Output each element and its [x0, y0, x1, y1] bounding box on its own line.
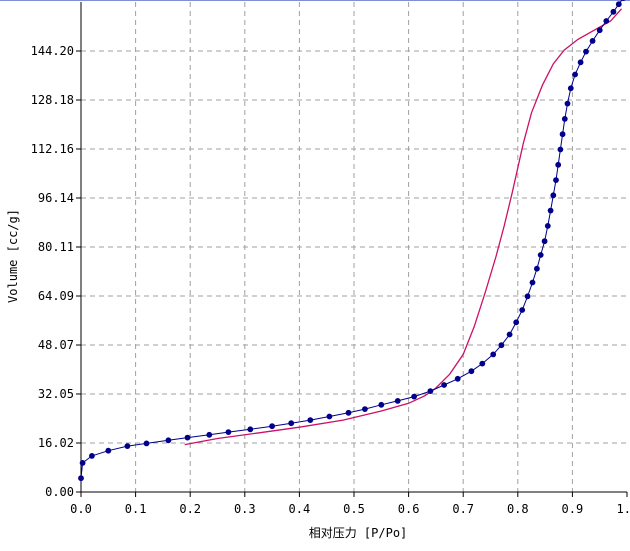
series-line-desorption: [184, 8, 622, 446]
y-tick-label: 48.07: [38, 338, 74, 352]
data-point-adsorption: [603, 18, 610, 24]
data-point-adsorption: [547, 207, 554, 214]
x-tick-label: 0.9: [562, 502, 584, 516]
data-point-adsorption: [537, 252, 544, 258]
x-tick-label: 0.6: [398, 502, 420, 516]
data-point-adsorption: [441, 382, 447, 388]
data-point-adsorption: [288, 420, 295, 427]
series-layer: [78, 0, 626, 482]
data-point-adsorption: [454, 375, 461, 382]
data-point-adsorption: [378, 401, 385, 408]
y-tick-label: 144.20: [31, 44, 74, 58]
x-tick-label: 0.8: [507, 502, 529, 516]
data-point-adsorption: [326, 413, 333, 420]
data-point-adsorption: [553, 177, 559, 184]
data-point-adsorption: [78, 475, 84, 482]
y-tick-label: 80.11: [38, 240, 74, 254]
data-point-adsorption: [498, 342, 505, 349]
y-tick-label: 64.09: [38, 289, 74, 303]
data-point-adsorption: [124, 443, 131, 449]
y-tick-label: 16.02: [38, 436, 74, 450]
data-point-adsorption: [564, 100, 571, 107]
data-point-adsorption: [394, 398, 401, 404]
x-tick-label: 0.7: [452, 502, 474, 516]
data-point-adsorption: [206, 431, 213, 438]
data-point-adsorption: [544, 223, 551, 229]
data-point-adsorption: [225, 429, 232, 435]
y-axis-label: Volume [cc/g]: [6, 209, 20, 303]
data-point-adsorption: [79, 460, 86, 466]
data-point-adsorption: [247, 426, 254, 433]
y-tick-label: 96.14: [38, 191, 74, 205]
data-point-adsorption: [165, 437, 172, 444]
data-point-adsorption: [269, 423, 275, 430]
data-point-adsorption: [577, 59, 584, 66]
x-axis-ticks: 0.0 0.1 0.2 0.3 0.4 0.5 0.6 0.7 0.8 0.9 1.: [70, 492, 630, 516]
grid-lines: [81, 2, 627, 492]
x-tick-label: 0.5: [343, 502, 365, 516]
data-point-adsorption: [615, 1, 622, 8]
data-point-adsorption: [519, 307, 526, 313]
data-point-adsorption: [362, 406, 368, 412]
data-point-adsorption: [427, 388, 434, 394]
data-point-adsorption: [89, 453, 95, 459]
data-point-adsorption: [105, 447, 112, 454]
data-point-adsorption: [468, 368, 475, 375]
x-tick-label: 0.3: [234, 502, 256, 516]
data-point-adsorption: [307, 417, 314, 423]
y-tick-label: 128.18: [31, 93, 74, 107]
series-adsorption: [78, 0, 626, 482]
y-axis-ticks: 0.00 16.02 32.05 48.07 64.09 80.11 96.14 112.16…: [31, 44, 81, 499]
data-point-adsorption: [143, 440, 150, 447]
data-point-adsorption: [561, 116, 568, 122]
data-point-adsorption: [506, 331, 513, 338]
y-tick-label: 0.00: [45, 485, 74, 499]
data-point-adsorption: [559, 131, 566, 138]
data-point-adsorption: [513, 319, 520, 326]
data-point-adsorption: [621, 0, 626, 1]
data-point-adsorption: [572, 71, 578, 78]
x-tick-label: 0.4: [289, 502, 311, 516]
data-point-adsorption: [555, 161, 562, 168]
series-desorption: [184, 8, 622, 446]
x-tick-label: 1.: [617, 502, 630, 516]
x-tick-label: 0.0: [70, 502, 92, 516]
data-point-adsorption: [479, 360, 486, 367]
data-point-adsorption: [524, 293, 531, 300]
data-point-adsorption: [345, 409, 352, 416]
y-tick-label: 112.16: [31, 142, 74, 156]
x-tick-label: 0.1: [125, 502, 147, 516]
data-point-adsorption: [583, 48, 589, 55]
data-point-adsorption: [610, 8, 617, 15]
data-point-adsorption: [589, 38, 596, 44]
data-point-adsorption: [550, 192, 557, 199]
y-tick-label: 32.05: [38, 387, 74, 401]
data-point-adsorption: [596, 27, 603, 34]
x-axis-label: 相对压力 [P/Po]: [309, 526, 408, 540]
data-point-adsorption: [534, 265, 540, 272]
data-point-adsorption: [557, 146, 564, 153]
x-tick-label: 0.2: [179, 502, 201, 516]
data-point-adsorption: [567, 85, 574, 92]
data-point-adsorption: [529, 279, 536, 286]
data-point-adsorption: [490, 351, 497, 358]
data-point-adsorption: [411, 393, 417, 400]
data-point-adsorption: [541, 238, 548, 245]
data-point-adsorption: [184, 434, 191, 441]
